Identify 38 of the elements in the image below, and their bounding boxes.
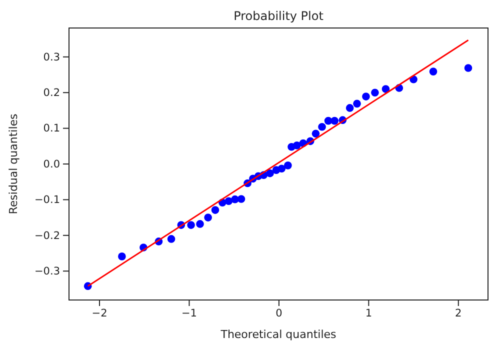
x-tick-label: 0 xyxy=(276,307,282,320)
x-tick-label: −2 xyxy=(92,307,108,320)
point xyxy=(362,92,370,100)
point xyxy=(167,235,176,243)
point xyxy=(382,85,390,93)
y-tick-label: −0.2 xyxy=(34,230,60,242)
y-tick-label: 0.2 xyxy=(43,86,60,99)
point xyxy=(330,116,338,125)
y-tick-label: 0.0 xyxy=(43,158,60,170)
x-tick-label: 2 xyxy=(455,307,462,320)
y-tick-label: −0.1 xyxy=(34,194,60,206)
point xyxy=(429,68,438,76)
y-tick-label: 0.1 xyxy=(43,122,60,135)
x-axis-title: Theoretical quantiles xyxy=(220,328,337,341)
point xyxy=(346,104,354,112)
x-tick-label: −1 xyxy=(181,307,197,320)
point xyxy=(196,220,204,228)
y-tick-label: −0.3 xyxy=(34,265,60,278)
point xyxy=(204,214,212,222)
point xyxy=(312,130,320,138)
y-axis-title: Residual quantiles xyxy=(7,113,20,214)
point xyxy=(266,169,274,178)
point xyxy=(353,100,361,108)
y-tick-label: 0.3 xyxy=(43,51,60,64)
chart-title: Probability Plot xyxy=(234,9,324,23)
x-tick-label: 1 xyxy=(365,307,372,320)
point xyxy=(371,88,379,97)
point xyxy=(224,197,233,206)
point xyxy=(284,162,292,170)
point xyxy=(187,221,195,229)
point xyxy=(237,195,246,203)
point xyxy=(278,164,286,173)
point xyxy=(464,64,472,72)
point xyxy=(318,122,326,131)
point xyxy=(292,142,301,150)
point xyxy=(231,195,239,204)
point xyxy=(211,206,220,214)
point xyxy=(118,252,126,260)
